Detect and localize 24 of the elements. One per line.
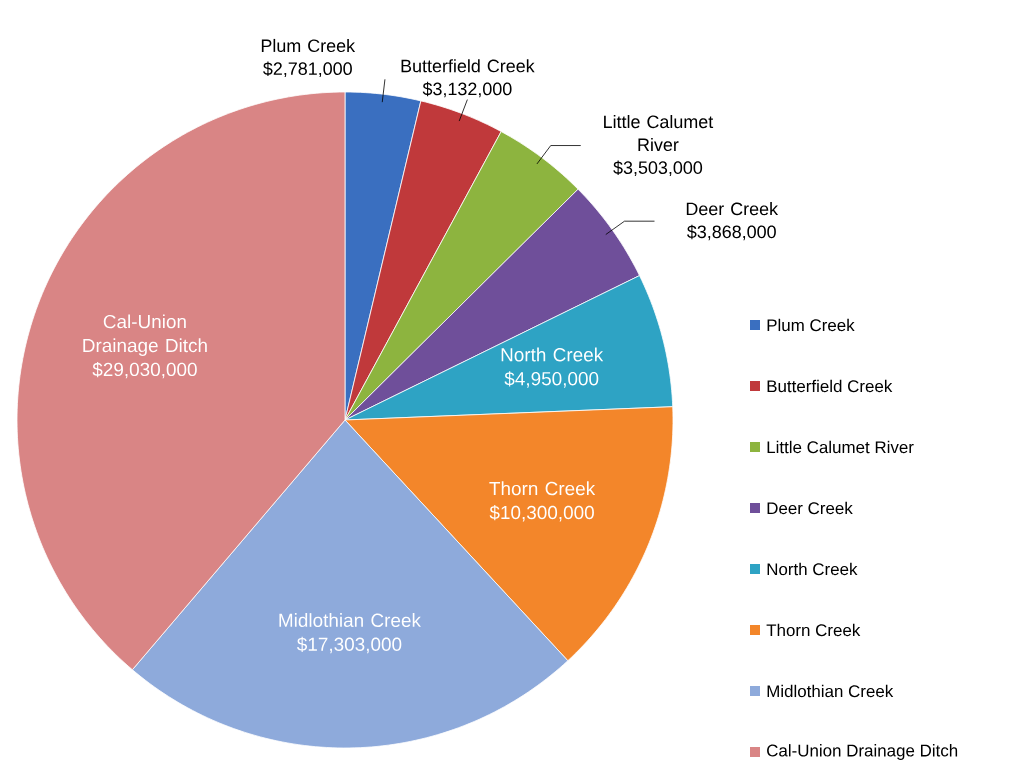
slice-label: Deer Creek (686, 202, 779, 216)
slice-label: Thorn Creek (489, 481, 596, 496)
data-label: $17,303,000 (297, 636, 402, 654)
slice-label: Butterfield Creek (401, 59, 535, 73)
data-label: $3,132,000 (422, 81, 512, 98)
legend-label: Plum Creek (767, 318, 855, 332)
data-label: $4,950,000 (504, 371, 599, 388)
legend-label: Midlothian Creek (767, 684, 894, 698)
data-label: $3,503,000 (613, 160, 703, 177)
slice-label: Midlothian Creek (279, 613, 421, 628)
data-label: $3,868,000 (687, 224, 776, 241)
slice-label: Plum Creek (261, 38, 356, 53)
data-label: $29,030,000 (92, 361, 197, 379)
data-label: $10,300,000 (489, 504, 594, 522)
legend-label: Butterfield Creek (767, 379, 893, 393)
data-label: $2,781,000 (263, 61, 352, 78)
legend-label: North Creek (767, 562, 858, 576)
slice-label: North Creek (501, 347, 604, 362)
legend-label: Thorn Creek (766, 623, 861, 637)
legend-label: Little Calumet River (767, 440, 914, 454)
legend-label: Deer Creek (767, 501, 853, 515)
slice-label: Little Calumet River (604, 114, 714, 152)
slice-label: Cal-Union Drainage Ditch (83, 314, 207, 356)
legend-label: Cal-Union Drainage Ditch (767, 744, 958, 760)
